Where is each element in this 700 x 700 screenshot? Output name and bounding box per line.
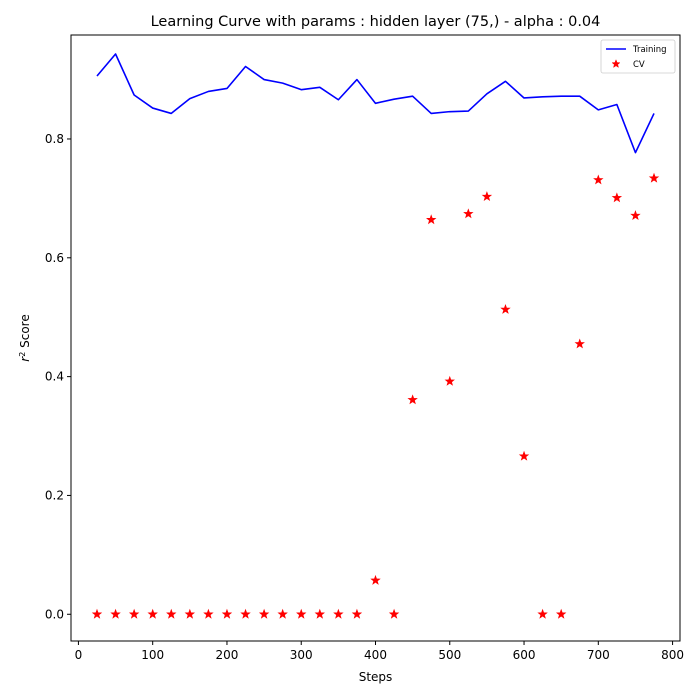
axes-ticks: 0 100 200 300 400 500 600 700 800 0.0 0.2 0.4 0.6 0.8 [45, 132, 684, 662]
cv-point [314, 608, 326, 619]
x-tick-label: 400 [364, 648, 387, 662]
y-tick-label: 0.6 [45, 251, 64, 265]
y-tick-label: 0.0 [45, 607, 64, 621]
x-tick-label: 600 [513, 648, 536, 662]
y-axis-label-rest: Score [18, 314, 32, 351]
training-series-line [96, 53, 655, 154]
plot-area [91, 53, 660, 619]
legend-label: Training [632, 45, 667, 55]
x-tick-label: 200 [216, 648, 239, 662]
y-axis-label-superscript: 2 [18, 352, 27, 357]
y-axis-label-base: r [18, 356, 32, 362]
cv-point [351, 608, 363, 619]
cv-point [240, 608, 251, 619]
cv-point [630, 210, 641, 221]
x-tick-label: 300 [290, 648, 313, 662]
cv-point [370, 574, 381, 585]
cv-point [221, 608, 233, 619]
y-tick-label: 0.2 [45, 488, 64, 502]
cv-point [574, 338, 585, 349]
cv-point [463, 208, 474, 219]
cv-point [184, 608, 196, 619]
cv-point [407, 394, 418, 405]
x-axis-label: Steps [359, 670, 393, 684]
x-tick-label: 800 [661, 648, 684, 662]
y-axis-label: r2 Score [18, 314, 33, 361]
cv-point [593, 174, 604, 185]
cv-point [611, 192, 623, 203]
cv-point [648, 172, 660, 183]
y-tick-label: 0.8 [45, 132, 64, 146]
legend-cv-swatch [611, 59, 621, 68]
cv-point [518, 450, 530, 461]
cv-point [166, 608, 177, 619]
axes-frame [70, 34, 681, 642]
legend: Training CV [600, 39, 676, 74]
cv-point [481, 191, 493, 202]
cv-point [128, 608, 140, 619]
cv-point [537, 608, 548, 619]
x-tick-label: 700 [587, 648, 610, 662]
x-tick-label: 500 [438, 648, 461, 662]
x-tick-label: 100 [141, 648, 164, 662]
cv-point [555, 608, 567, 619]
cv-point [333, 608, 344, 619]
cv-point [110, 608, 121, 619]
cv-point [147, 608, 158, 619]
x-tick-label: 0 [75, 648, 83, 662]
cv-point [444, 375, 455, 386]
cv-point [258, 608, 270, 619]
cv-point [296, 608, 307, 619]
y-tick-label: 0.4 [45, 370, 64, 384]
cv-point [426, 214, 437, 225]
cv-point [203, 608, 214, 619]
cv-point [500, 304, 511, 314]
cv-point [91, 608, 103, 619]
chart-title: Learning Curve with params : hidden laye… [151, 14, 601, 30]
legend-label: CV [633, 60, 645, 70]
cv-point [388, 608, 400, 619]
cv-point [277, 608, 288, 619]
